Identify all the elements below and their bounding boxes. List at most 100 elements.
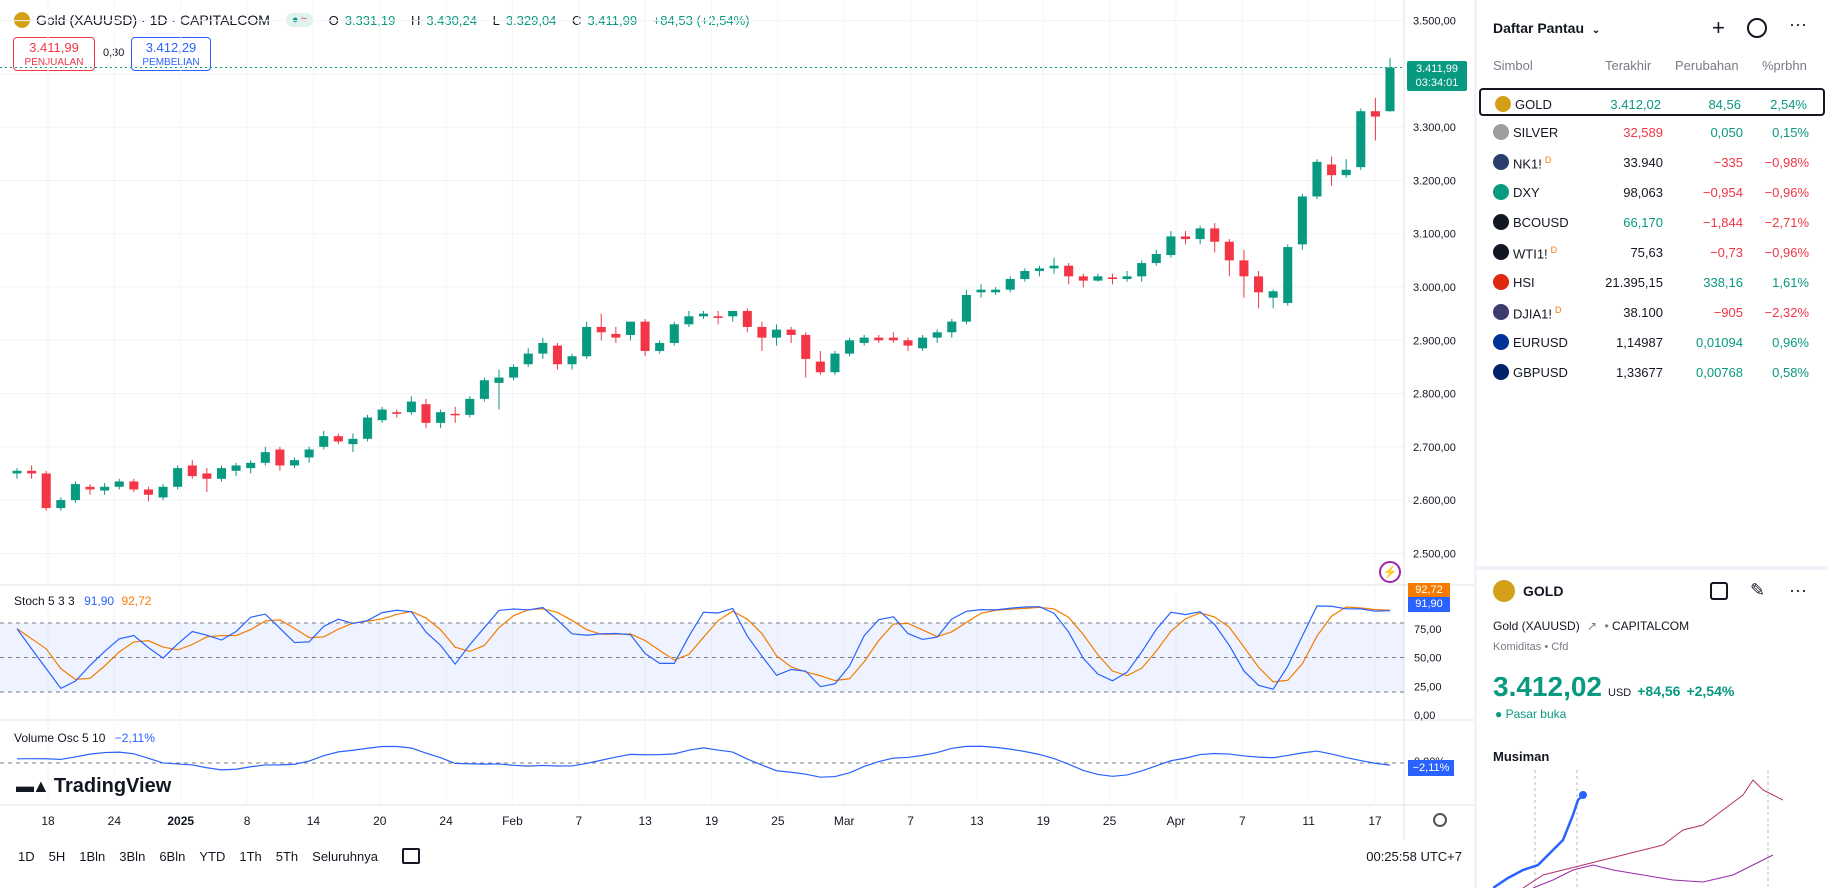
candle-body (260, 452, 270, 463)
candle-body (1093, 276, 1103, 281)
candle-body (246, 462, 256, 469)
candle-body (698, 313, 709, 317)
watchlist-row-hsi[interactable]: HSI 21.395,15 338,16 1,61% (1479, 268, 1825, 296)
close-label: C (572, 12, 582, 28)
price-tick-label: 3.300,00 (1413, 122, 1456, 134)
watchlist-details-icon[interactable] (1747, 18, 1767, 38)
price-tick-label: 2.800,00 (1413, 389, 1456, 401)
seasonal-current-point (1579, 791, 1587, 799)
edit-note-icon[interactable]: ✎ (1750, 580, 1766, 600)
watchlist-row-dxy[interactable]: DXY 98,063 −0,954 −0,96% (1479, 178, 1825, 206)
candle-body (1268, 291, 1278, 298)
seasonal-line-2025 (1493, 794, 1584, 888)
candle-body (596, 326, 606, 333)
watchlist-row-djia1[interactable]: DJIA1! D 38.100 −905 −2,32% (1479, 298, 1825, 326)
grid-view-icon[interactable] (1710, 582, 1728, 600)
row-symbol: DJIA1! D (1513, 305, 1562, 322)
date-range-icon[interactable] (401, 848, 420, 864)
right-panel: Daftar Pantau ⌄ + ··· Simbol Terakhir Pe… (1477, 0, 1827, 888)
row-change: −0,73 (1710, 245, 1743, 260)
time-tick-label: 25 (1103, 814, 1117, 828)
col-change[interactable]: Perubahan (1675, 58, 1739, 73)
stoch-tick-label: 0,00 (1414, 710, 1435, 722)
row-last: 1,33677 (1616, 365, 1663, 380)
close-value: 3.411,99 (587, 12, 638, 28)
range-all[interactable]: Seluruhnya (312, 848, 378, 864)
detail-category: Komiditas • Cfd (1493, 641, 1569, 653)
candle-body (187, 465, 197, 477)
watchlist-row-gbpusd[interactable]: GBPUSD 1,33677 0,00768 0,58% (1479, 358, 1825, 386)
chart-panel[interactable]: Gold (XAUUSD) · 1D · CAPITALCOM ● ≈ O 3.33… (0, 0, 1474, 888)
low-label: L (492, 12, 500, 28)
range-6bln[interactable]: 6Bln (159, 848, 186, 864)
candle-body (12, 470, 22, 474)
detail-more-icon[interactable]: ··· (1789, 580, 1807, 600)
range-5h[interactable]: 5H (48, 848, 66, 864)
sell-button[interactable]: 3.411,99 PENJUALAN (13, 37, 95, 71)
price-tick-label: 2.500,00 (1413, 548, 1456, 560)
time-tick-label: 19 (705, 814, 719, 828)
range-ytd[interactable]: YTD (199, 848, 226, 864)
detail-full-name[interactable]: Gold (XAUUSD) (1493, 619, 1580, 633)
col-change-pct[interactable]: %prbhn (1762, 58, 1807, 73)
watchlist-row-nk1[interactable]: NK1! D 33.940 −335 −0,98% (1479, 148, 1825, 176)
external-link-icon[interactable]: ↗ (1587, 619, 1598, 633)
range-1th[interactable]: 1Th (239, 848, 262, 864)
seasonal-chart[interactable] (1493, 770, 1783, 888)
col-last[interactable]: Terakhir (1605, 58, 1652, 73)
candle-body (479, 380, 489, 399)
lightning-icon[interactable]: ⚡ (1379, 561, 1401, 583)
panel-divider (1477, 566, 1827, 570)
axis-settings-icon[interactable] (1433, 813, 1447, 827)
range-3bln[interactable]: 3Bln (119, 848, 146, 864)
stoch-k-line (16, 605, 1391, 690)
detail-exchange[interactable]: CAPITALCOM (1611, 619, 1690, 633)
volume-osc-label: Volume Osc 5 10 (14, 731, 106, 745)
candle-body (874, 337, 884, 341)
range-1d[interactable]: 1D (18, 848, 35, 864)
seasonal-line-2024 (1522, 779, 1783, 888)
candle-body (363, 417, 373, 439)
watchlist-row-gold[interactable]: GOLD 3.412,02 84,56 2,54% (1479, 88, 1825, 116)
row-symbol: GBPUSD (1513, 365, 1568, 380)
seasonal-line-2023 (1532, 854, 1774, 888)
time-tick-label: 18 (41, 814, 55, 828)
delayed-flag: D (1555, 305, 1562, 315)
candle-body (728, 310, 738, 317)
more-options-icon[interactable]: ··· (1789, 14, 1807, 34)
price-chart[interactable]: 3.500,003.400,003.300,003.200,003.100,00… (0, 0, 1474, 840)
tradingview-logo[interactable]: ▬▲ TradingView (16, 775, 171, 798)
symbol-title[interactable]: Gold (XAUUSD) · 1D · CAPITALCOM (36, 12, 270, 28)
candle-body (772, 329, 782, 338)
candle-body (216, 468, 227, 479)
time-tick-label: 25 (771, 814, 785, 828)
detail-symbol[interactable]: GOLD (1523, 583, 1564, 599)
range-1bln[interactable]: 1Bln (79, 848, 106, 864)
col-symbol[interactable]: Simbol (1493, 58, 1533, 73)
candle-body (41, 473, 51, 509)
candle-body (1224, 241, 1234, 261)
buy-button[interactable]: 3.412,29 PEMBELIAN (131, 37, 211, 71)
clock[interactable]: 00:25:58 UTC+7 (1366, 848, 1462, 864)
stoch-k-value: 91,90 (84, 594, 115, 608)
row-last: 38.100 (1623, 305, 1663, 320)
watchlist-row-wti1[interactable]: WTI1! D 75,63 −0,73 −0,96% (1479, 238, 1825, 266)
delayed-flag: D (1544, 155, 1552, 165)
watchlist-row-silver[interactable]: SILVER 32,589 0,050 0,15% (1479, 118, 1825, 146)
range-5th[interactable]: 5Th (275, 848, 299, 864)
watchlist-title[interactable]: Daftar Pantau ⌄ (1493, 20, 1600, 36)
open-label: O (328, 12, 339, 28)
eu-flag-icon (1493, 334, 1509, 350)
candle-body (1341, 169, 1351, 176)
watchlist-row-eurusd[interactable]: EURUSD 1,14987 0,01094 0,96% (1479, 328, 1825, 356)
candle-body (1180, 236, 1191, 240)
open-value: 3.331,19 (344, 12, 396, 28)
add-symbol-icon[interactable]: + (1712, 15, 1725, 40)
watchlist-row-bcousd[interactable]: BCOUSD 66,170 −1,844 −2,71% (1479, 208, 1825, 236)
candle-body (1312, 161, 1322, 197)
candle-body (1020, 271, 1030, 280)
candle-body (655, 342, 665, 351)
candle-body (70, 484, 80, 501)
candle-body (173, 468, 183, 487)
time-tick-label: 24 (439, 814, 453, 828)
